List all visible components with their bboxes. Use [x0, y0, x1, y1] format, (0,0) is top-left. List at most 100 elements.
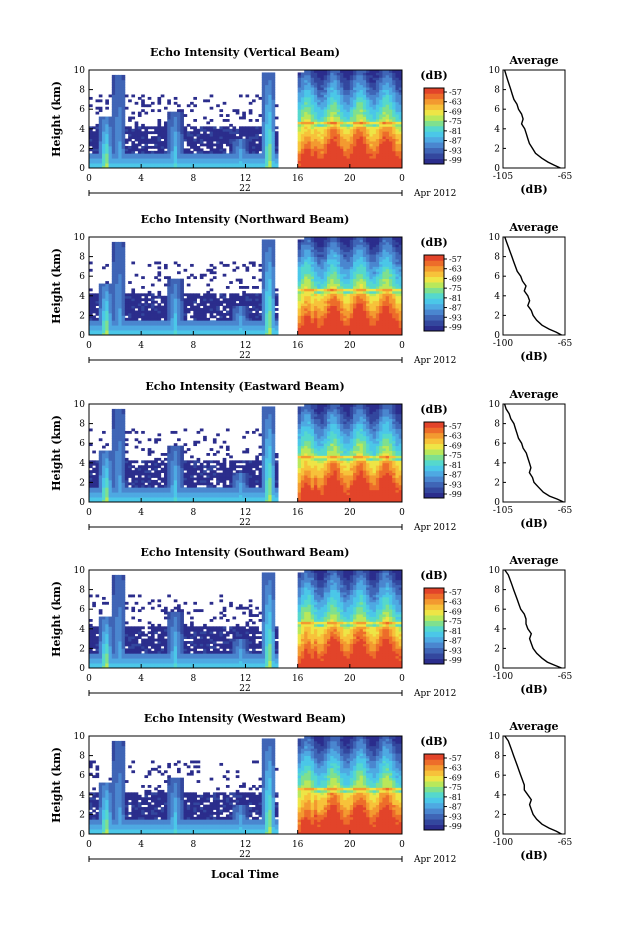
- heatmap-cell: [382, 84, 387, 88]
- heatmap-cell: [375, 153, 380, 157]
- heatmap-cell: [392, 153, 396, 157]
- heatmap-cell: [252, 325, 256, 329]
- heatmap-cell: [346, 332, 351, 336]
- heatmap-cell: [271, 293, 276, 297]
- heatmap-cell: [232, 303, 237, 306]
- heatmap-cell: [203, 158, 207, 162]
- heatmap-cell: [212, 148, 217, 152]
- heatmap-cell: [323, 148, 328, 152]
- heatmap-cell: [163, 150, 168, 154]
- heatmap-cell: [359, 298, 364, 302]
- heatmap-cell: [203, 303, 207, 306]
- heatmap-cell: [330, 160, 334, 164]
- heatmap-cell: [102, 320, 106, 324]
- heatmap-cell: [193, 141, 197, 144]
- heatmap-cell: [232, 165, 237, 169]
- heatmap-cell: [346, 288, 351, 292]
- heatmap-cell: [340, 165, 344, 169]
- heatmap-cell: [124, 308, 129, 311]
- heatmap-cell: [186, 327, 191, 331]
- heatmap-cell: [102, 317, 106, 321]
- heatmap-cell: [310, 315, 315, 319]
- heatmap-cell: [95, 312, 100, 316]
- heatmap-cell: [180, 310, 184, 314]
- heatmap-cell: [274, 138, 279, 142]
- heatmap-cell: [111, 123, 116, 127]
- heatmap-cell: [108, 150, 113, 154]
- heatmap-cell: [199, 303, 204, 306]
- average-y-tick-label: 0: [494, 164, 500, 174]
- heatmap-cell: [369, 92, 374, 95]
- heatmap-cell: [268, 259, 272, 262]
- heatmap-cell: [98, 286, 103, 289]
- heatmap-cell: [304, 266, 308, 270]
- heatmap-cell: [297, 128, 302, 132]
- heatmap-cell: [359, 99, 364, 103]
- heatmap-cell: [225, 322, 230, 326]
- heatmap-cell: [353, 148, 357, 152]
- heatmap-cell: [385, 84, 390, 88]
- heatmap-cell: [271, 141, 276, 144]
- heatmap-cell: [124, 153, 129, 157]
- heatmap-cell: [349, 325, 354, 329]
- heatmap-cell: [346, 266, 351, 270]
- heatmap-cell: [366, 165, 370, 169]
- heatmap-cell: [92, 153, 96, 157]
- heatmap-cell: [163, 332, 168, 336]
- heatmap-cell: [349, 77, 354, 81]
- heatmap-cell: [252, 312, 256, 316]
- heatmap-cell: [265, 141, 269, 144]
- heatmap-cell: [388, 128, 393, 132]
- heatmap-cell: [232, 136, 237, 139]
- heatmap-cell: [359, 303, 364, 306]
- heatmap-cell: [225, 153, 230, 157]
- heatmap-cell: [258, 148, 263, 152]
- heatmap-cell: [157, 141, 162, 144]
- heatmap-cell: [92, 165, 96, 169]
- heatmap-cell: [111, 87, 116, 90]
- heatmap-cell: [356, 143, 361, 147]
- heatmap-cell: [320, 276, 325, 280]
- heatmap-cell: [313, 109, 318, 113]
- heatmap-cell: [369, 273, 374, 277]
- heatmap-cell: [372, 70, 377, 73]
- heatmap-cell: [346, 116, 351, 120]
- heatmap-cell: [359, 119, 364, 122]
- heatmap-cell: [333, 121, 338, 125]
- heatmap-cell: [343, 138, 347, 142]
- heatmap-cell: [313, 121, 318, 125]
- heatmap-cell: [167, 286, 171, 289]
- heatmap-cell: [307, 99, 312, 103]
- heatmap-cell: [313, 290, 318, 294]
- heatmap-cell: [203, 155, 207, 159]
- heatmap-cell: [199, 317, 204, 321]
- heatmap-cell: [388, 330, 393, 333]
- heatmap-cell: [327, 241, 331, 245]
- heatmap-cell: [307, 254, 312, 257]
- heatmap-cell: [268, 126, 272, 130]
- heatmap-cell: [346, 128, 351, 132]
- heatmap-cell: [392, 330, 396, 333]
- heatmap-cell: [118, 114, 122, 117]
- heatmap-cell: [252, 158, 256, 162]
- heatmap-cell: [317, 237, 321, 240]
- heatmap-cell: [238, 131, 243, 135]
- heatmap-cell: [222, 305, 227, 309]
- heatmap-cell: [320, 160, 325, 164]
- heatmap-cell: [115, 330, 119, 333]
- heatmap-cell: [150, 126, 155, 130]
- heatmap-cell: [128, 136, 132, 139]
- heatmap-cell: [385, 165, 390, 169]
- heatmap-cell: [173, 332, 178, 336]
- heatmap-cell: [349, 89, 354, 93]
- heatmap-cell: [300, 109, 305, 113]
- heatmap-cell: [310, 106, 315, 110]
- heatmap-cell: [317, 143, 321, 147]
- heatmap-cell: [209, 138, 214, 142]
- heatmap-cell: [147, 312, 152, 316]
- heatmap-cell: [320, 79, 325, 83]
- heatmap-cell: [346, 158, 351, 162]
- heatmap-cell: [98, 283, 103, 287]
- heatmap-cell: [203, 150, 207, 154]
- heatmap-cell: [317, 138, 321, 142]
